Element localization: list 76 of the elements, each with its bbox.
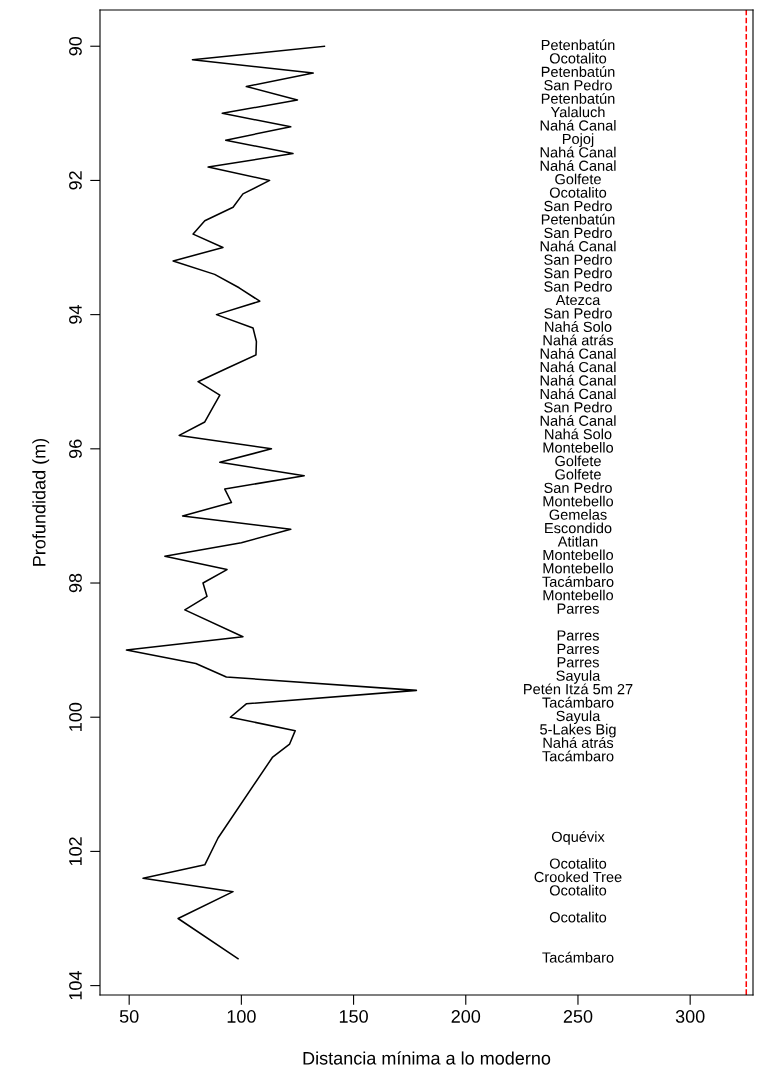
y-tick-label: 104: [69, 971, 82, 1000]
annotation: Escondido: [545, 522, 612, 534]
annotation: Nahá Canal: [540, 374, 616, 386]
annotation: Nahá atrás: [543, 334, 614, 346]
annotation: Ocotalito: [549, 858, 607, 869]
y-tick-label: 96: [69, 439, 82, 459]
x-tick-label: 50: [119, 1010, 139, 1023]
annotation: Montebello: [543, 562, 614, 574]
annotation: Petenbatún: [541, 39, 615, 51]
annotation: Sayula: [556, 670, 601, 684]
y-tick-label: 90: [69, 36, 82, 56]
annotation: Parres: [557, 603, 599, 614]
y-tick-label: 94: [69, 305, 82, 324]
annotation: San Pedro: [544, 254, 612, 265]
x-tick-label: 100: [227, 1010, 256, 1023]
annotation: Nahá atrás: [543, 737, 614, 748]
x-tick-label: 200: [451, 1010, 481, 1023]
annotation: San Pedro: [544, 200, 612, 212]
annotation: Ocotalito: [549, 187, 607, 198]
annotation: Nahá Canal: [540, 388, 616, 400]
annotation: Ocotalito: [549, 884, 607, 896]
annotation: Montebello: [543, 589, 614, 601]
annotation: Nahá Canal: [540, 415, 616, 426]
annotation: Nahá Canal: [540, 119, 616, 131]
annotation: Golfete: [555, 173, 601, 185]
annotation: Tacámbaro: [542, 696, 614, 708]
annotation: Tacámbaro: [542, 750, 614, 762]
annotation: Yalaluch: [550, 106, 605, 118]
annotation: Golfete: [555, 468, 601, 480]
annotation: Golfete: [555, 455, 601, 467]
annotation: Crooked Tree: [534, 871, 622, 883]
annotation: Parres: [557, 657, 599, 668]
x-tick-label: 150: [339, 1010, 368, 1023]
annotation: Sayula: [556, 710, 601, 725]
annotation: San Pedro: [544, 482, 612, 493]
x-tick-label: 250: [563, 1010, 593, 1023]
line-series: [125, 45, 418, 960]
annotation: Petenbatún: [541, 66, 615, 77]
annotation: Montebello: [543, 495, 614, 507]
annotation: 5-Lakes Big: [540, 723, 616, 738]
annotation: Pojoj: [562, 133, 594, 147]
annotation: Parres: [557, 630, 599, 641]
annotation: Petén Itzá 5m 27: [524, 683, 633, 695]
annotation: San Pedro: [544, 227, 612, 239]
annotation: San Pedro: [544, 79, 612, 91]
annotation: Petenbatún: [541, 213, 615, 225]
annotation: Montebello: [543, 442, 614, 453]
annotation: Gemelas: [549, 509, 607, 520]
annotation: Petenbatún: [541, 92, 615, 104]
annotation: Atezca: [555, 294, 601, 306]
annotation: Atitlan: [557, 535, 598, 547]
annotation: Parres: [557, 643, 599, 655]
annotation: Ocotalito: [549, 52, 607, 64]
annotation: Nahá Solo: [545, 428, 612, 440]
annotation: San Pedro: [544, 280, 612, 292]
annotation: Nahá Canal: [540, 347, 616, 359]
annotation: Nahá Canal: [540, 240, 616, 252]
x-axis-title: Distancia mínima a lo moderno: [303, 1051, 551, 1065]
annotation: San Pedro: [544, 267, 612, 279]
annotation: San Pedro: [544, 307, 612, 319]
annotation: Montebello: [543, 549, 614, 561]
y-tick-label: 92: [69, 171, 82, 190]
annotation: Nahá Canal: [540, 160, 616, 171]
annotation: Nahá Canal: [540, 146, 616, 158]
y-axis-title: Profundidad (m): [32, 438, 50, 566]
y-tick-label: 98: [69, 573, 82, 593]
annotation: Tacámbaro: [542, 951, 614, 963]
annotation: Nahá Canal: [540, 361, 616, 373]
y-tick-label: 100: [69, 702, 82, 731]
annotation: Tacámbaro: [542, 576, 614, 587]
annotation: Nahá Solo: [545, 321, 612, 332]
y-tick-label: 102: [69, 837, 82, 866]
annotation: San Pedro: [544, 401, 612, 413]
annotation: Ocotalito: [549, 911, 607, 923]
x-tick-label: 300: [675, 1010, 705, 1023]
annotation: Oquévix: [551, 831, 605, 845]
